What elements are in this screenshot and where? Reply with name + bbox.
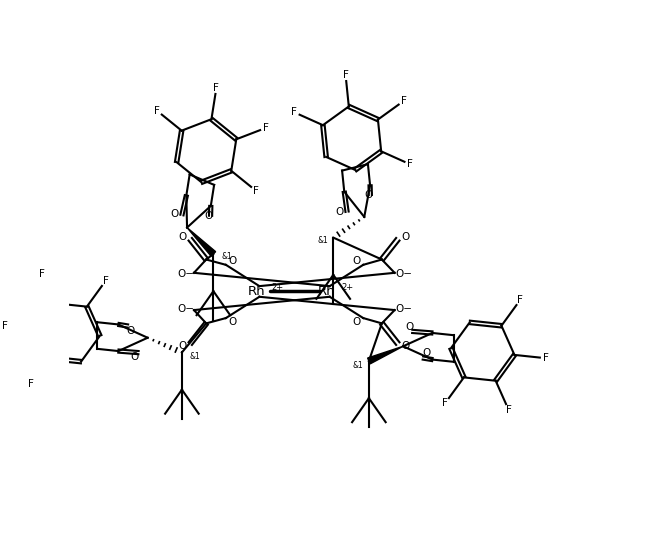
- Text: F: F: [517, 295, 523, 305]
- Text: O: O: [401, 232, 410, 242]
- Polygon shape: [368, 346, 403, 364]
- Text: O−: O−: [396, 304, 413, 314]
- Text: F: F: [442, 398, 448, 408]
- Text: O: O: [170, 209, 178, 219]
- Text: O: O: [228, 317, 237, 327]
- Text: O−: O−: [177, 269, 194, 279]
- Text: &1: &1: [353, 361, 364, 370]
- Text: F: F: [27, 379, 34, 389]
- Text: F: F: [506, 405, 512, 415]
- Text: O: O: [178, 232, 186, 242]
- Text: 2+: 2+: [271, 283, 283, 292]
- Text: &1: &1: [318, 236, 328, 245]
- Text: F: F: [253, 186, 259, 196]
- Text: Rh: Rh: [318, 285, 336, 298]
- Text: O: O: [401, 341, 410, 351]
- Text: F: F: [214, 82, 219, 93]
- Text: F: F: [407, 159, 413, 170]
- Text: O: O: [405, 322, 413, 332]
- Text: 2+: 2+: [342, 283, 354, 292]
- Text: F: F: [263, 123, 269, 133]
- Text: &1: &1: [190, 352, 200, 361]
- Text: O: O: [205, 211, 213, 220]
- Text: F: F: [543, 353, 549, 363]
- Text: O: O: [352, 317, 361, 327]
- Text: F: F: [342, 70, 348, 80]
- Text: O: O: [335, 208, 343, 217]
- Text: O−: O−: [396, 269, 413, 279]
- Polygon shape: [187, 227, 216, 256]
- Text: O: O: [423, 348, 431, 358]
- Text: Rh: Rh: [248, 285, 265, 298]
- Text: &1: &1: [221, 252, 232, 261]
- Text: F: F: [1, 321, 7, 331]
- Text: O: O: [364, 190, 373, 200]
- Text: O: O: [352, 256, 361, 265]
- Text: O−: O−: [177, 304, 194, 314]
- Text: F: F: [401, 96, 407, 106]
- Text: O: O: [131, 353, 139, 362]
- Text: O: O: [178, 341, 186, 351]
- Text: O: O: [126, 326, 135, 336]
- Text: F: F: [291, 107, 297, 117]
- Text: O: O: [228, 256, 237, 265]
- Text: F: F: [40, 269, 45, 279]
- Text: F: F: [154, 105, 159, 116]
- Text: F: F: [103, 276, 109, 286]
